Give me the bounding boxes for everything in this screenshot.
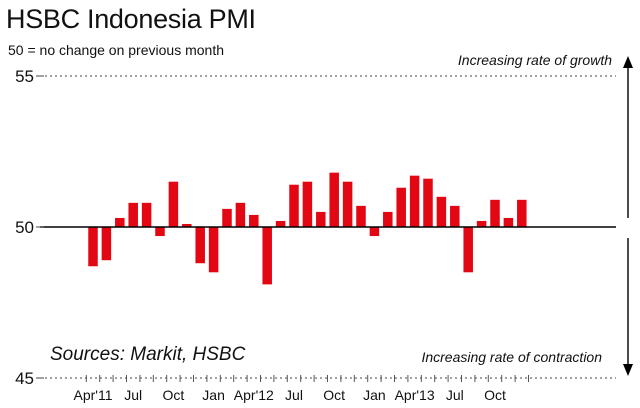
- x-tick-label-Jul: Jul: [446, 387, 464, 403]
- x-tick-label-Jul: Jul: [285, 387, 303, 403]
- bar-Oct'12: [329, 172, 339, 227]
- x-tick-label-Oct: Oct: [484, 387, 506, 403]
- bar-Feb'13: [383, 211, 393, 227]
- bar-Sep'13: [476, 220, 487, 227]
- bar-Mar'12: [235, 202, 246, 227]
- bar-Jul'12: [289, 184, 299, 227]
- source-note: Sources: Markit, HSBC: [50, 344, 246, 365]
- chart-title: HSBC Indonesia PMI: [6, 4, 256, 34]
- bar-Jan'13: [369, 227, 380, 237]
- bar-Aug'11: [141, 202, 152, 227]
- bar-Jun'11: [115, 217, 125, 227]
- bar-May'13: [423, 178, 433, 227]
- x-tick-label-Apr'13: Apr'13: [395, 387, 435, 403]
- bar-Aug'13: [463, 227, 473, 273]
- bar-Nov'12: [342, 181, 353, 227]
- bar-Apr'13: [409, 175, 420, 227]
- contraction-arrow-head: [623, 364, 633, 376]
- y-tick-label-50: 50: [15, 218, 34, 237]
- bar-Oct'11: [168, 181, 179, 227]
- y-tick-label-45: 45: [15, 369, 34, 388]
- bar-Dec'11: [195, 227, 205, 264]
- x-tick-label-Jan: Jan: [363, 387, 386, 403]
- bar-Jul'11: [128, 202, 138, 227]
- bar-Mar'13: [396, 187, 406, 227]
- bar-Apr'11: [88, 227, 98, 267]
- bar-May'11: [101, 227, 112, 261]
- growth-arrow-head: [623, 56, 633, 68]
- bar-Feb'12: [222, 208, 232, 227]
- x-tick-label-Jul: Jul: [124, 387, 142, 403]
- growth-note: Increasing rate of growth: [457, 52, 612, 68]
- bar-Sep'11: [155, 227, 165, 237]
- x-tick-label-Apr'11: Apr'11: [74, 387, 113, 403]
- bar-Sep'12: [316, 211, 326, 227]
- bar-Oct'13: [490, 199, 500, 227]
- bar-Jun'13: [436, 196, 447, 227]
- chart-subtitle: 50 = no change on previous month: [8, 42, 224, 58]
- bar-Jul'13: [450, 205, 460, 227]
- bar-Nov'13: [503, 217, 514, 227]
- bar-Nov'11: [182, 223, 192, 227]
- bar-Dec'12: [356, 205, 366, 227]
- x-tick-label-Jan: Jan: [202, 387, 225, 403]
- bar-Apr'12: [249, 214, 259, 227]
- x-tick-label-Oct: Oct: [163, 387, 185, 403]
- bar-Jan'12: [208, 227, 219, 273]
- bar-Dec'13: [517, 199, 527, 227]
- bar-Jun'12: [275, 220, 286, 227]
- contraction-note: Increasing rate of contraction: [421, 349, 602, 365]
- bar-Aug'12: [302, 181, 313, 227]
- x-tick-label-Apr'12: Apr'12: [234, 387, 274, 403]
- bar-May'12: [262, 227, 272, 285]
- x-tick-label-Oct: Oct: [323, 387, 345, 403]
- y-tick-label-55: 55: [15, 67, 34, 86]
